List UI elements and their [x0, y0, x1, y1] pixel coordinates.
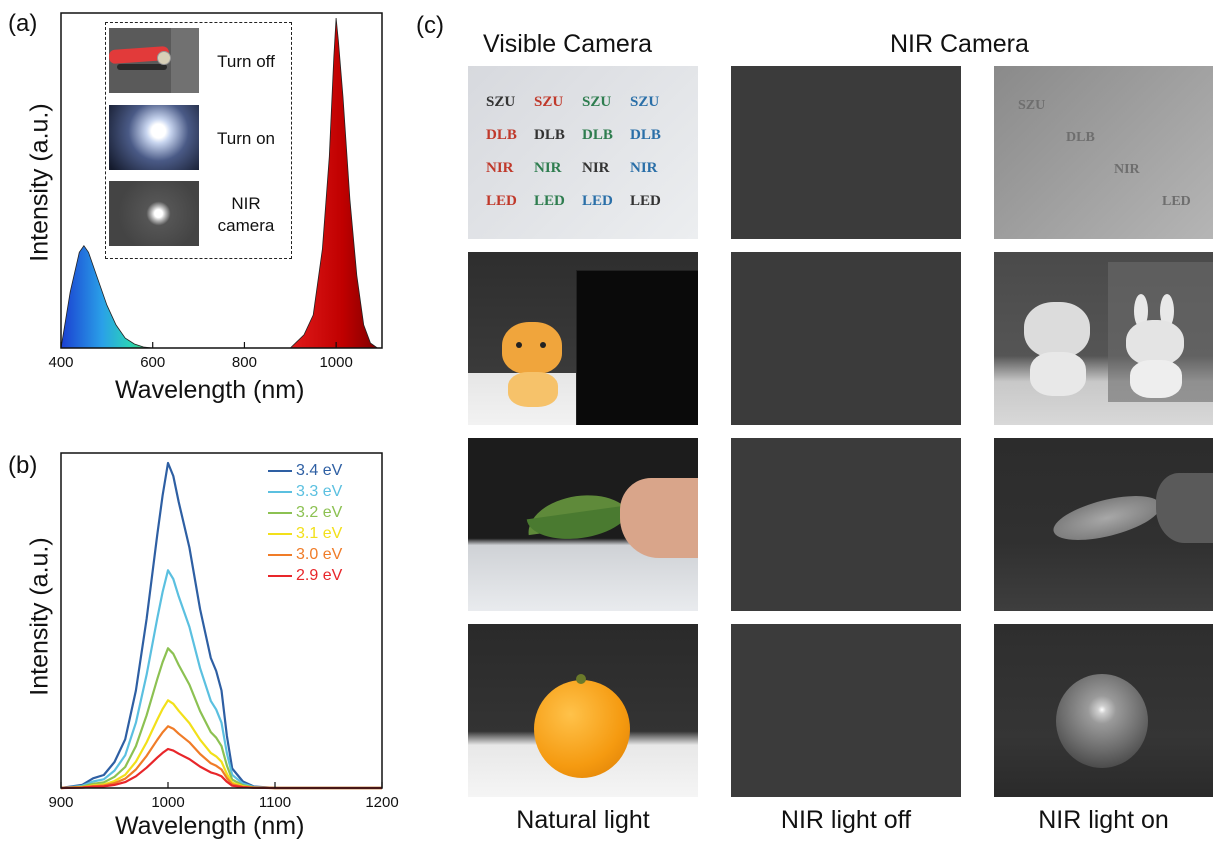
photo-labels-nir-off: [731, 66, 961, 239]
toy-hamster: [502, 322, 562, 374]
header-visible-camera: Visible Camera: [483, 30, 653, 58]
caption-nir-light-on: NIR light on: [1038, 806, 1169, 834]
colored-label-text: NIR: [582, 160, 610, 176]
panel-a-ylabel: Intensity (a.u.): [25, 103, 54, 262]
inset-label-nir: NIR camera: [217, 194, 275, 235]
legend-label: 3.3 eV: [296, 483, 343, 500]
inset-label-off: Turn off: [217, 52, 275, 71]
legend-item: 3.2 eV: [268, 504, 342, 522]
photo-leaf-nir-off: [731, 438, 961, 611]
caption-nir-light-off: NIR light off: [780, 806, 912, 834]
nir-visible-label: DLB: [1066, 130, 1095, 145]
colored-label-text: DLB: [582, 127, 613, 143]
colored-label-text: DLB: [486, 127, 517, 143]
series-line-33: [60, 569, 382, 790]
caption-natural-light: Natural light: [516, 806, 650, 834]
legend-item: 3.4 eV: [268, 462, 342, 480]
colored-label-text: NIR: [630, 160, 658, 176]
hand: [620, 478, 698, 558]
legend-swatch: [268, 490, 292, 494]
series-line-32: [60, 647, 382, 790]
panel-b-chart: [60, 452, 383, 790]
orange-nir: [1056, 674, 1148, 768]
series-line-34: [60, 461, 382, 790]
toy-hamster-nir: [1024, 302, 1090, 358]
panel-b-xlabel: Wavelength (nm): [115, 812, 305, 840]
nir-visible-label: LED: [1162, 194, 1191, 209]
x-tick-label: 1100: [258, 794, 292, 811]
photo-labels-nir-on: SZU DLB NIR LED: [994, 66, 1213, 239]
series-line-29: [60, 747, 382, 790]
emission-peak-1: [60, 245, 153, 349]
colored-label-text: SZU: [630, 94, 660, 110]
legend-item: 2.9 eV: [268, 567, 342, 585]
photo-toy-visible: [468, 252, 698, 425]
panel-b-frame: [60, 452, 383, 789]
photo-labels-visible: SZU SZU SZU SZU DLB DLB DLB DLB NIR NIR NIR NIR LED L…: [468, 66, 698, 239]
colored-label-text: DLB: [534, 127, 565, 143]
x-tick-label: 800: [231, 354, 257, 371]
panel-a-frame: [60, 12, 383, 349]
photo-leaf-visible: [468, 438, 698, 611]
photo-orange-nir-off: [731, 624, 961, 797]
legend-item: 3.0 eV: [268, 546, 342, 564]
colored-label-text: SZU: [486, 94, 516, 110]
legend-swatch: [268, 532, 292, 536]
led-on-photo: [109, 105, 199, 170]
panel-b-label: (b): [8, 452, 38, 479]
black-plate: [576, 270, 698, 425]
series-line-30: [60, 725, 382, 790]
nir-visible-label: SZU: [1018, 98, 1046, 113]
colored-label-text: SZU: [582, 94, 612, 110]
colored-label-text: LED: [486, 193, 517, 209]
leaf-nir: [1049, 487, 1165, 549]
header-nir-camera: NIR Camera: [890, 30, 1029, 58]
legend-swatch: [268, 553, 292, 557]
legend-swatch: [268, 574, 292, 578]
inset-label-on: Turn on: [217, 129, 275, 148]
led-off-photo: [109, 28, 199, 93]
legend-swatch: [268, 469, 292, 473]
photo-leaf-nir-on: [994, 438, 1213, 611]
legend-label: 3.4 eV: [296, 462, 343, 479]
photo-toy-nir-off: [731, 252, 961, 425]
colored-label-text: SZU: [534, 94, 564, 110]
photo-orange-nir-on: [994, 624, 1213, 797]
panel-a-inset: Turn off Turn on NIR camera: [105, 22, 292, 259]
colored-label-text: DLB: [630, 127, 661, 143]
emission-peak-2: [290, 17, 378, 349]
series-line-31: [60, 699, 382, 790]
colored-label-text: LED: [534, 193, 565, 209]
legend-item: 3.3 eV: [268, 483, 342, 501]
panel-c-label: (c): [416, 12, 444, 39]
x-tick-label: 1200: [365, 794, 399, 811]
legend-label: 2.9 eV: [296, 567, 343, 584]
colored-label-text: NIR: [486, 160, 514, 176]
x-tick-label: 1000: [151, 794, 185, 811]
legend-item: 3.1 eV: [268, 525, 342, 543]
colored-label-text: NIR: [534, 160, 562, 176]
panel-a-xlabel: Wavelength (nm): [115, 376, 305, 404]
panel-b-ylabel: Intensity (a.u.): [25, 537, 54, 696]
toy-rabbit-nir: [1134, 294, 1148, 328]
legend-swatch: [268, 511, 292, 515]
photo-toy-nir-on: [994, 252, 1213, 425]
legend-label: 3.1 eV: [296, 525, 343, 542]
x-tick-label: 900: [48, 794, 74, 811]
colored-label-text: LED: [630, 193, 661, 209]
photo-orange-visible: [468, 624, 698, 797]
legend-label: 3.0 eV: [296, 546, 343, 563]
colored-label-text: LED: [582, 193, 613, 209]
x-tick-label: 1000: [319, 354, 353, 371]
nir-visible-label: NIR: [1114, 162, 1140, 177]
x-tick-label: 400: [48, 354, 74, 371]
legend-label: 3.2 eV: [296, 504, 343, 521]
orange: [534, 680, 630, 778]
panel-a-chart: [60, 12, 383, 349]
panel-a-label: (a): [8, 10, 38, 37]
nir-camera-photo: [109, 181, 199, 246]
x-tick-label: 600: [140, 354, 166, 371]
